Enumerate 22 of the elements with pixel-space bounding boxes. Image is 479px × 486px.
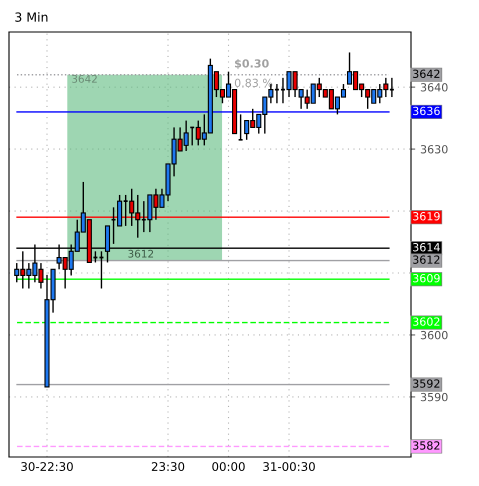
- ref-line-label: 3602: [413, 317, 440, 326]
- ref-line-label: 3614: [413, 243, 440, 252]
- annotation: 3612: [128, 250, 154, 258]
- x-tick-label: 00:00: [212, 462, 245, 471]
- ref-line-label: 3582: [413, 441, 440, 450]
- ref-line-label: 3592: [413, 379, 440, 388]
- annotation: $0.30: [234, 59, 269, 70]
- chart-title: 3 Min: [15, 12, 48, 22]
- annotation: 3642: [72, 74, 97, 83]
- y-tick-label: 3630: [420, 145, 448, 154]
- ref-line-label: 3612: [413, 255, 440, 264]
- ref-line-label: 3642: [413, 70, 440, 78]
- y-tick-label: 3600: [420, 330, 448, 340]
- y-tick-label: 3640: [420, 83, 448, 92]
- ref-line-label: 3619: [413, 212, 440, 220]
- x-tick-label: 31-00:30: [263, 462, 315, 471]
- ref-line-label: 3636: [413, 106, 440, 116]
- ref-line-label: 3609: [413, 274, 440, 282]
- y-tick-label: 3590: [420, 392, 448, 402]
- annotation: 0.83 %: [234, 78, 272, 88]
- x-tick-label: 23:30: [152, 462, 184, 471]
- x-tick-label: 30-22:30: [21, 462, 73, 471]
